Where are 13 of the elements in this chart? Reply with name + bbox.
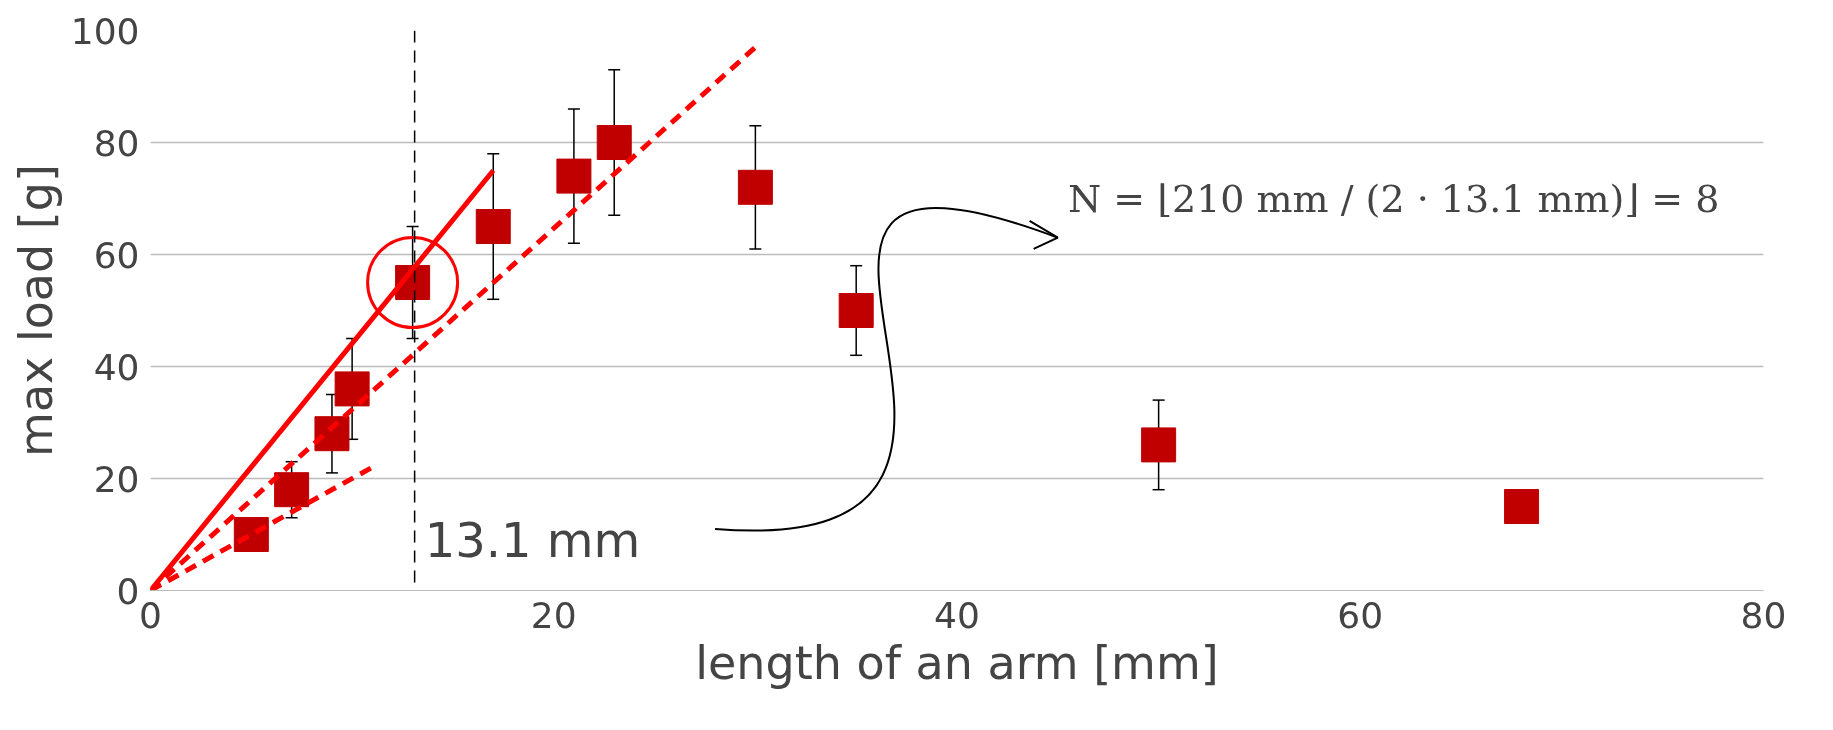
y-tick-label: 40: [93, 346, 140, 388]
x-tick-label: 60: [1337, 594, 1384, 636]
y-tick-label: 80: [93, 122, 140, 164]
x-axis-title: length of an arm [mm]: [695, 635, 1219, 690]
ref-line-label: 13.1 mm: [424, 512, 641, 569]
y-tick-label: 100: [70, 10, 140, 52]
x-tick-label: 40: [934, 594, 980, 636]
y-tick-label: 20: [93, 458, 140, 500]
x-tick-label: 80: [1740, 594, 1787, 636]
x-tick-label: 20: [530, 594, 577, 636]
annotation: N = ⌊210 mm / (2 · 13.1 mm)⌋ = 8: [1067, 176, 1720, 221]
y-tick-label: 60: [93, 234, 140, 276]
y-axis-title: max load [g]: [8, 164, 63, 457]
